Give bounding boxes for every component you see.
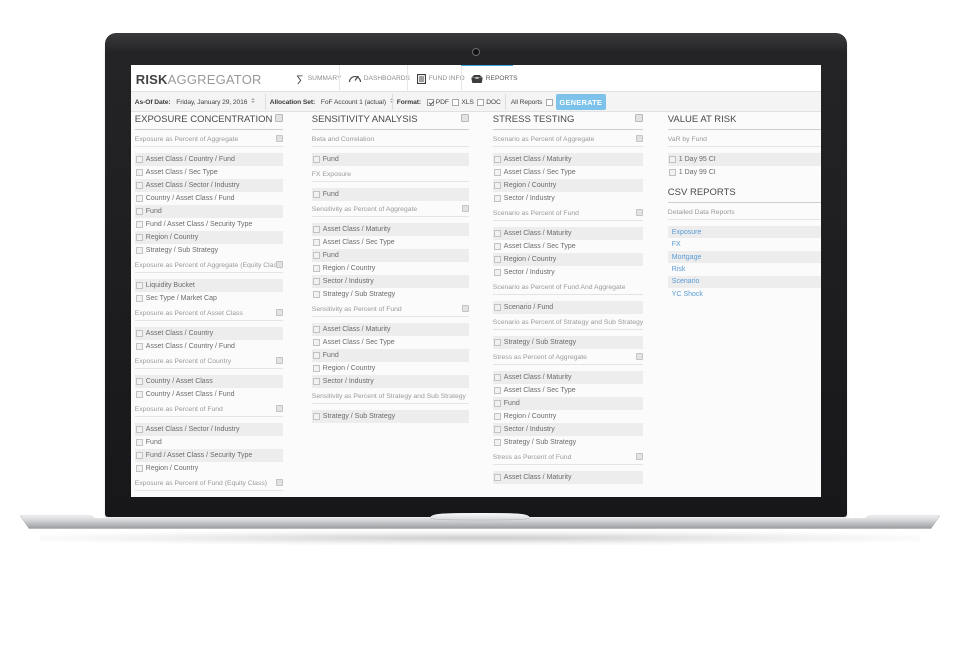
svg-text:∑: ∑ [296, 74, 304, 84]
